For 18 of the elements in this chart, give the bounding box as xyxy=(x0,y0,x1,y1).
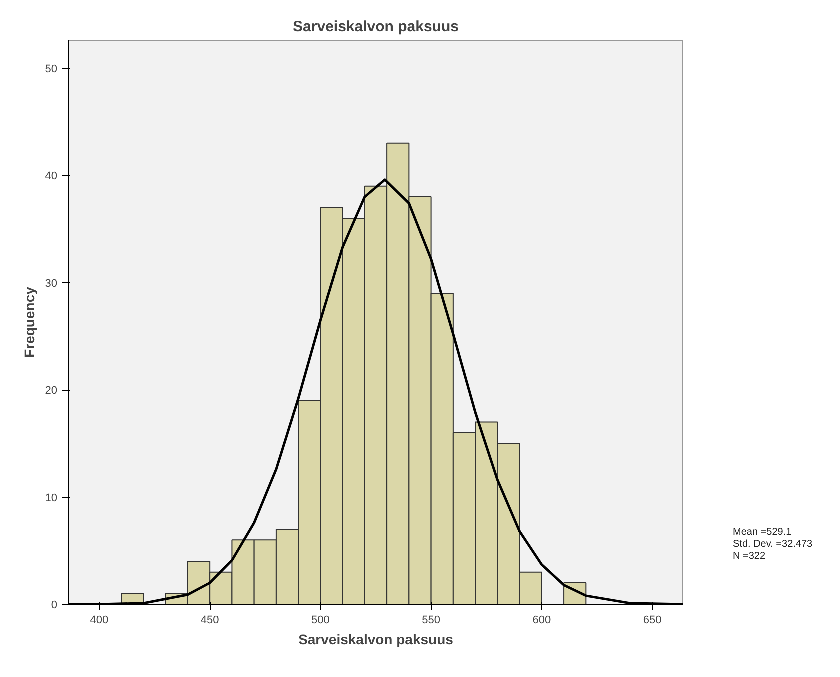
y-tick-label: 20 xyxy=(45,385,58,398)
x-tick-label: 450 xyxy=(200,614,220,626)
chart-title: Sarveiskalvon paksuus xyxy=(293,18,459,36)
x-axis-title: Sarveiskalvon paksuus xyxy=(298,632,454,648)
x-tick-label: 500 xyxy=(312,614,330,626)
y-tick-label: 10 xyxy=(45,492,58,504)
y-tick-label: 40 xyxy=(45,170,58,183)
x-tick-label: 400 xyxy=(90,614,109,626)
text: Std. Dev. =32.473 xyxy=(733,539,813,551)
text: N =322 xyxy=(733,551,767,563)
text: Mean =529.1 xyxy=(733,527,793,539)
x-tick-label: 600 xyxy=(532,614,552,626)
y-axis-title: Frequency xyxy=(21,286,38,358)
x-tick-label: 650 xyxy=(643,614,662,626)
y-tick-label: 30 xyxy=(45,278,58,290)
y-tick-label: 0 xyxy=(51,600,58,612)
y-tick-label: 50 xyxy=(45,63,58,76)
x-tick-label: 550 xyxy=(422,614,440,626)
